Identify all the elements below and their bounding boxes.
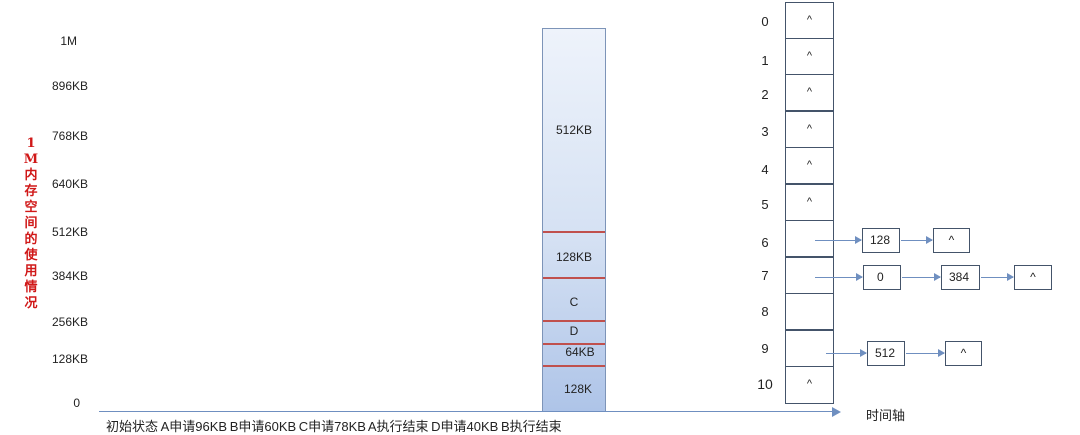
segment-divider: [543, 343, 605, 345]
memory-stack: 512KB 128KB C D 64KB 128K: [542, 28, 606, 412]
y-tick-384kb: 384KB: [51, 269, 88, 283]
link-arrow: [815, 273, 863, 281]
link-arrow: [981, 273, 1014, 281]
link-arrow: [906, 349, 945, 357]
list-node-null: ^: [945, 341, 982, 366]
free-list-index-0: 0: [761, 14, 769, 29]
y-tick-640kb: 640KB: [51, 177, 88, 191]
y-tick-0: 0: [73, 396, 80, 410]
list-node-null: ^: [1014, 265, 1052, 290]
segment-divider: [543, 277, 605, 279]
link-arrow: [815, 236, 862, 244]
free-list-index-8: 8: [761, 304, 769, 319]
list-node-0: 0: [863, 265, 901, 290]
time-axis-title: 时间轴: [866, 408, 906, 423]
segment-label-128k: 128K: [563, 382, 593, 396]
list-node-128: 128: [862, 228, 900, 253]
bucket-6: [785, 220, 834, 257]
segment-divider: [543, 320, 605, 322]
y-axis-label: 1M内存空间的使用情况: [23, 136, 39, 311]
y-tick-768kb: 768KB: [51, 129, 88, 143]
y-tick-896kb: 896KB: [51, 79, 88, 93]
time-axis-arrowhead: [832, 407, 841, 417]
list-node-null: ^: [933, 228, 970, 253]
segment-label-64kb: 64KB: [565, 345, 595, 359]
bucket-8: [785, 293, 834, 330]
segment-divider: [543, 231, 605, 233]
list-node-384: 384: [941, 265, 980, 290]
segment-label-512kb: 512KB: [555, 123, 593, 137]
segment-label-d: D: [569, 324, 579, 338]
bucket-3: ^: [785, 111, 834, 148]
bucket-7: [785, 257, 834, 294]
bucket-2: ^: [785, 74, 834, 111]
y-tick-512kb: 512KB: [51, 225, 88, 239]
bucket-10: ^: [785, 366, 834, 404]
free-list-index-10: 10: [757, 376, 773, 392]
bucket-1: ^: [785, 38, 834, 75]
free-list-index-3: 3: [761, 124, 769, 139]
segment-label-128kb: 128KB: [555, 250, 593, 264]
bucket-0: ^: [785, 2, 834, 39]
link-arrow: [826, 349, 867, 357]
free-list-index-2: 2: [761, 87, 769, 102]
segment-label-c: C: [569, 295, 579, 309]
free-list-index-9: 9: [761, 341, 769, 356]
free-list-index-1: 1: [761, 53, 769, 68]
list-node-512: 512: [867, 341, 905, 366]
bucket-4: ^: [785, 147, 834, 184]
y-tick-256kb: 256KB: [51, 315, 88, 329]
time-axis-steps: 初始状态 A申请96KB B申请60KB C申请78KB A执行结束 D申请40…: [106, 419, 562, 434]
free-list-index-5: 5: [761, 197, 769, 212]
bucket-9: [785, 330, 834, 367]
free-list-index-6: 6: [761, 235, 769, 250]
time-axis-line: [99, 411, 834, 412]
segment-divider: [543, 365, 605, 367]
link-arrow: [901, 236, 933, 244]
y-tick-1m: 1M: [60, 34, 77, 48]
bucket-5: ^: [785, 184, 834, 221]
free-list-index-4: 4: [761, 162, 769, 177]
link-arrow: [902, 273, 941, 281]
y-tick-128kb: 128KB: [51, 352, 88, 366]
free-list-index-7: 7: [761, 268, 769, 283]
